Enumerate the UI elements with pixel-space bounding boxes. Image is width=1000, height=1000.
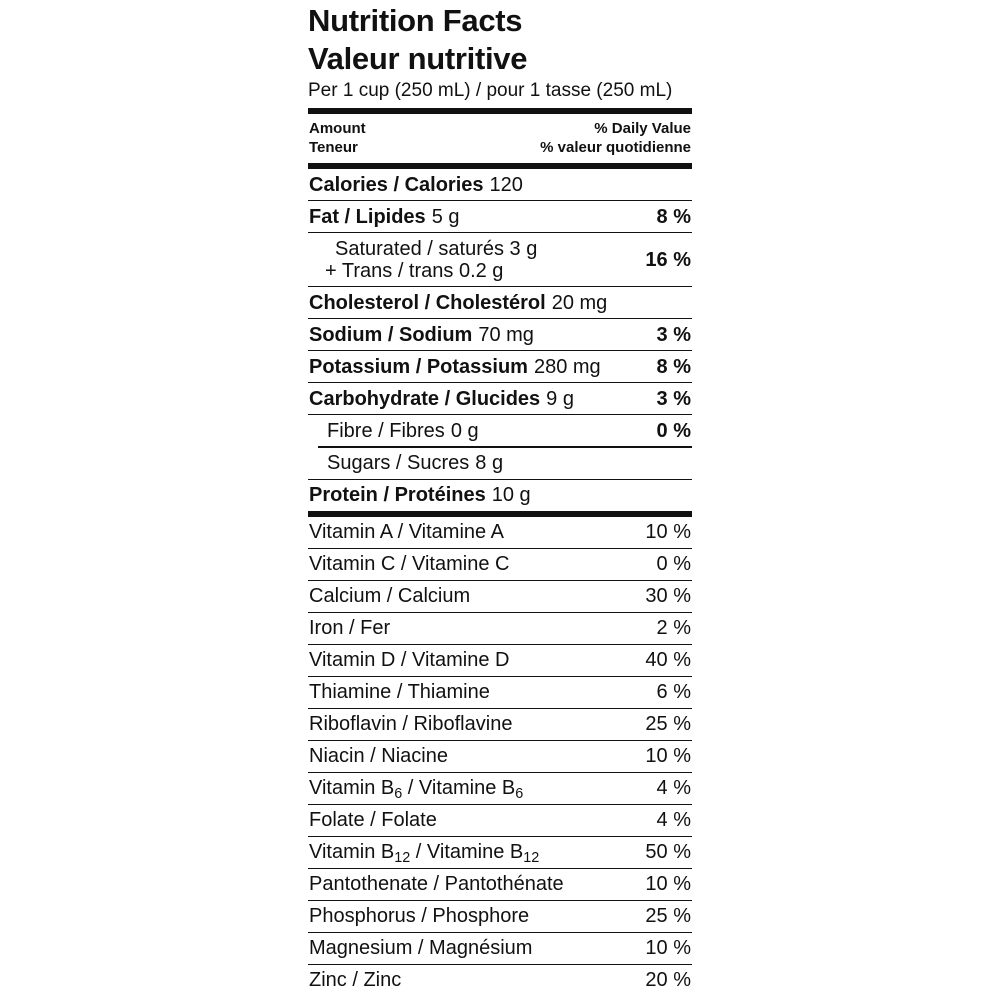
amount-header-en: Amount	[309, 120, 366, 137]
phosphorus-label: Phosphorus / Phosphore	[309, 905, 530, 928]
row-thiamine: Thiamine / Thiamine 6 %	[308, 677, 692, 709]
row-vitamin-a: Vitamin A / Vitamine A 10 %	[308, 517, 692, 549]
carbohydrate-dv: 3 %	[656, 387, 691, 410]
magnesium-label: Magnesium / Magnésium	[309, 937, 533, 960]
vitamin-a-label: Vitamin A / Vitamine A	[309, 521, 504, 544]
title-french: Valeur nutritive	[308, 41, 528, 76]
b6-subscript: 6	[394, 786, 403, 803]
vitamin-b12-label: Vitamin B12 / Vitamine B12	[309, 841, 540, 867]
vitamin-c-dv: 0 %	[656, 553, 691, 576]
divider-thick-top	[308, 108, 692, 114]
divider-thick-header	[308, 163, 692, 169]
niacin-dv: 10 %	[645, 745, 691, 768]
row-fibre: Fibre / Fibres 0 g 0 %	[308, 415, 692, 446]
row-sodium: Sodium / Sodium 70 mg 3 %	[308, 319, 692, 351]
riboflavin-dv: 25 %	[645, 713, 691, 736]
b12-subscript: 12	[394, 850, 411, 867]
iron-dv: 2 %	[656, 617, 691, 640]
row-vitamin-c: Vitamin C / Vitamine C 0 %	[308, 549, 692, 581]
vitamin-c-label: Vitamin C / Vitamine C	[309, 553, 510, 576]
row-niacin: Niacin / Niacine 10 %	[308, 741, 692, 773]
row-vitamin-d: Vitamin D / Vitamine D 40 %	[308, 645, 692, 677]
potassium-dv: 8 %	[656, 355, 691, 378]
sugars-label: Sugars / Sucres 8 g	[327, 452, 504, 475]
riboflavin-label: Riboflavin / Riboflavine	[309, 713, 513, 736]
row-saturated-trans: Saturated / saturés 3 g + Trans / trans …	[308, 233, 692, 287]
amount-header-fr: Teneur	[309, 139, 358, 156]
thiamine-dv: 6 %	[656, 681, 691, 704]
serving-size: Per 1 cup (250 mL) / pour 1 tasse (250 m…	[308, 80, 673, 101]
niacin-label: Niacin / Niacine	[309, 745, 448, 768]
carbohydrate-label: Carbohydrate / Glucides 9 g	[309, 387, 574, 410]
zinc-label: Zinc / Zinc	[309, 969, 402, 992]
fibre-dv: 0 %	[656, 419, 691, 442]
thiamine-label: Thiamine / Thiamine	[309, 681, 490, 704]
row-folate: Folate / Folate 4 %	[308, 805, 692, 837]
daily-value-header: % Daily Value % valeur quotidienne	[540, 119, 691, 157]
vitamin-a-dv: 10 %	[645, 521, 691, 544]
zinc-dv: 20 %	[645, 969, 691, 992]
fat-dv: 8 %	[656, 205, 691, 228]
row-phosphorus: Phosphorus / Phosphore 25 %	[308, 901, 692, 933]
magnesium-dv: 10 %	[645, 937, 691, 960]
macronutrient-section: Calories / Calories 120 Fat / Lipides 5 g …	[308, 169, 692, 511]
potassium-label: Potassium / Potassium 280 mg	[309, 355, 601, 378]
amount-header: Amount Teneur	[309, 119, 366, 157]
title-english: Nutrition Facts	[308, 3, 523, 38]
vitamin-b6-dv: 4 %	[656, 777, 691, 800]
row-cholesterol: Cholesterol / Cholestérol 20 mg	[308, 287, 692, 319]
saturated-trans-label: Saturated / saturés 3 g + Trans / trans …	[325, 237, 538, 282]
calories-label: Calories / Calories 120	[309, 173, 523, 196]
row-pantothenate: Pantothenate / Pantothénate 10 %	[308, 869, 692, 901]
row-sugars: Sugars / Sucres 8 g	[308, 448, 692, 480]
calcium-dv: 30 %	[645, 585, 691, 608]
saturated-trans-dv: 16 %	[645, 248, 691, 271]
protein-label: Protein / Protéines 10 g	[309, 484, 531, 507]
vitamin-d-label: Vitamin D / Vitamine D	[309, 649, 510, 672]
divider-thick-protein	[308, 510, 692, 517]
row-calcium: Calcium / Calcium 30 %	[308, 581, 692, 613]
row-potassium: Potassium / Potassium 280 mg 8 %	[308, 351, 692, 383]
row-zinc: Zinc / Zinc 20 %	[308, 965, 692, 996]
phosphorus-dv: 25 %	[645, 905, 691, 928]
b6-subscript-fr: 6	[515, 786, 524, 803]
row-protein: Protein / Protéines 10 g	[308, 480, 692, 511]
row-riboflavin: Riboflavin / Riboflavine 25 %	[308, 709, 692, 741]
sodium-label: Sodium / Sodium 70 mg	[309, 323, 534, 346]
micronutrient-section: Vitamin A / Vitamine A 10 % Vitamin C / …	[308, 517, 692, 996]
b12-subscript-fr: 12	[523, 850, 540, 867]
cholesterol-label: Cholesterol / Cholestérol 20 mg	[309, 291, 608, 314]
pantothenate-dv: 10 %	[645, 873, 691, 896]
row-magnesium: Magnesium / Magnésium 10 %	[308, 933, 692, 965]
vitamin-d-dv: 40 %	[645, 649, 691, 672]
daily-value-header-en: % Daily Value	[594, 120, 691, 137]
row-iron: Iron / Fer 2 %	[308, 613, 692, 645]
iron-label: Iron / Fer	[309, 617, 391, 640]
row-vitamin-b6: Vitamin B6 / Vitamine B6 4 %	[308, 773, 692, 805]
sodium-dv: 3 %	[656, 323, 691, 346]
daily-value-header-fr: % valeur quotidienne	[540, 139, 691, 156]
row-carbohydrate: Carbohydrate / Glucides 9 g 3 %	[308, 383, 692, 415]
row-vitamin-b12: Vitamin B12 / Vitamine B12 50 %	[308, 837, 692, 869]
nutrition-facts-panel: Nutrition Facts Valeur nutritive Per 1 c…	[308, 2, 692, 996]
vitamin-b12-dv: 50 %	[645, 841, 691, 864]
column-headers: Amount Teneur % Daily Value % valeur quo…	[308, 114, 692, 163]
folate-label: Folate / Folate	[309, 809, 437, 832]
fibre-label: Fibre / Fibres 0 g	[327, 419, 479, 442]
vitamin-b6-label: Vitamin B6 / Vitamine B6	[309, 777, 524, 803]
pantothenate-label: Pantothenate / Pantothénate	[309, 873, 564, 896]
folate-dv: 4 %	[656, 809, 691, 832]
row-fat: Fat / Lipides 5 g 8 %	[308, 201, 692, 233]
divider-thin-indented	[318, 446, 692, 448]
calcium-label: Calcium / Calcium	[309, 585, 471, 608]
fat-label: Fat / Lipides 5 g	[309, 205, 460, 228]
row-calories: Calories / Calories 120	[308, 169, 692, 201]
